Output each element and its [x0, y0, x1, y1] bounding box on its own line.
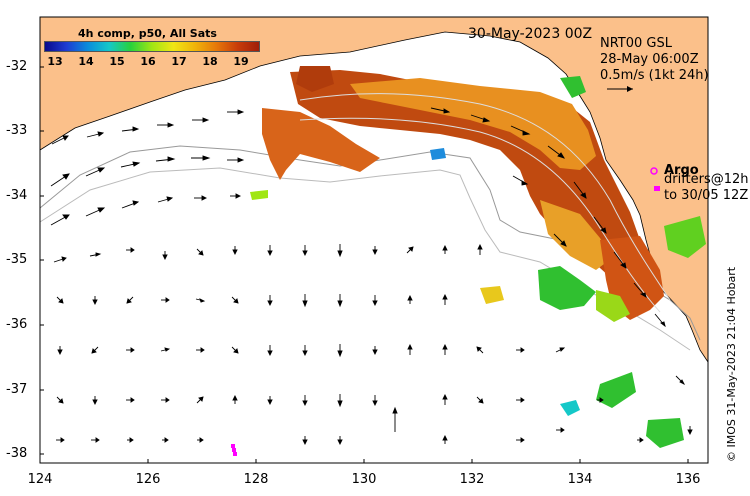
- current-scale-arrowhead: [627, 86, 633, 92]
- lat-label-33: -33: [6, 123, 28, 138]
- lon-label-134: 134: [567, 472, 593, 487]
- colorbar-tick-17: 17: [171, 55, 187, 68]
- lat-label-38: -38: [6, 446, 28, 461]
- colorbar-tick-16: 16: [140, 55, 156, 68]
- lat-label-34: -34: [6, 188, 28, 203]
- lat-label-32: -32: [6, 59, 28, 74]
- imos-credit: © IMOS 31-May-2023 21:04 Hobart: [725, 266, 738, 462]
- colorbar-tick-14: 14: [78, 55, 94, 68]
- velocity-arrows: [50, 107, 693, 446]
- plot-frame: [39, 16, 709, 464]
- map-date: 30-May-2023 00Z: [468, 26, 593, 42]
- lon-label-132: 132: [459, 472, 485, 487]
- lon-label-136: 136: [675, 472, 701, 487]
- current-time-label: 28-May 06:00Z: [600, 52, 699, 67]
- sst-colorbar: [44, 41, 260, 52]
- colorbar-tick-18: 18: [202, 55, 218, 68]
- lon-label-124: 124: [27, 472, 53, 487]
- lon-label-128: 128: [243, 472, 269, 487]
- sst-composite: [250, 66, 706, 448]
- current-scale-label: 0.5m/s (1kt 24h): [600, 68, 709, 83]
- axis-ticks: [39, 66, 689, 463]
- lat-label-35: -35: [6, 252, 28, 267]
- argo-drifters-line1: drifters@12h: [664, 172, 749, 187]
- colorbar-tick-15: 15: [109, 55, 125, 68]
- colorbar-title: 4h comp, p50, All Sats: [78, 27, 217, 40]
- argo-drifters-line2: to 30/05 12Z: [664, 188, 749, 203]
- argo-label: Argo: [664, 163, 699, 178]
- lon-label-130: 130: [351, 472, 377, 487]
- current-product-label: NRT00 GSL: [600, 36, 672, 51]
- lat-label-36: -36: [6, 317, 28, 332]
- colorbar-tick-13: 13: [47, 55, 63, 68]
- argo-legend-marker: [650, 167, 658, 175]
- colorbar-tick-19: 19: [233, 55, 249, 68]
- lat-label-37: -37: [6, 382, 28, 397]
- argo-drifter-trail: [231, 186, 660, 456]
- lon-label-126: 126: [135, 472, 161, 487]
